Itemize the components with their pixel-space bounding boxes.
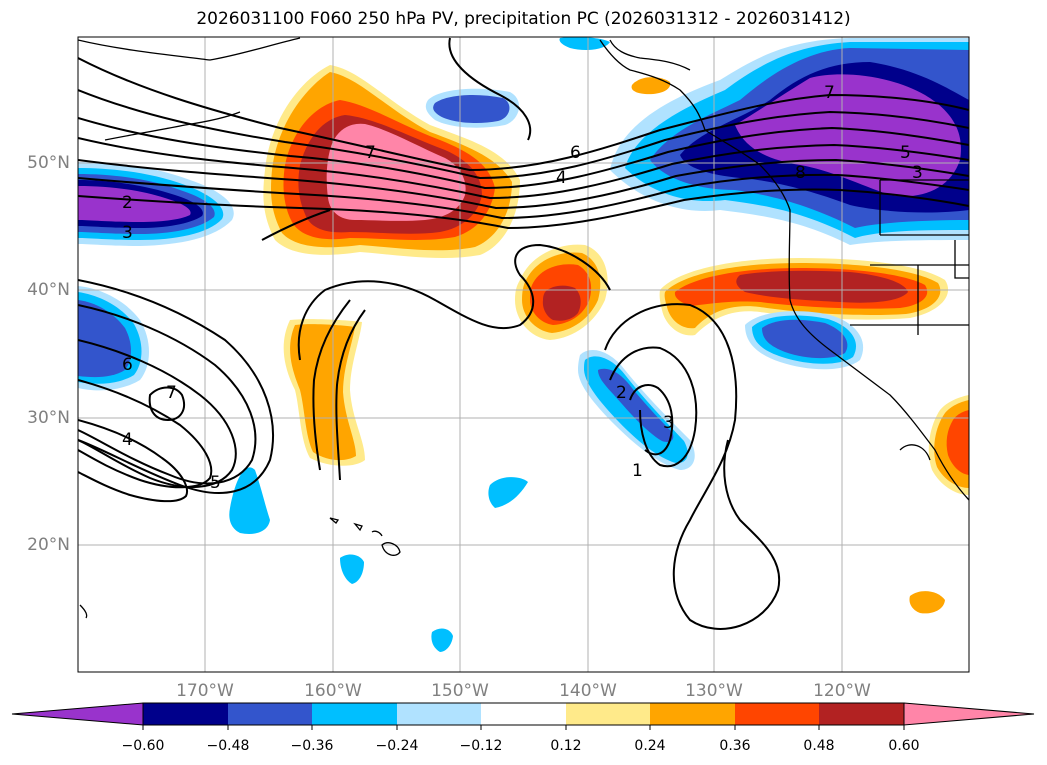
- colorbar-segment: [312, 703, 397, 725]
- colorbar-segment: [143, 703, 228, 725]
- colorbar-segment: [228, 703, 312, 725]
- precip-anomaly-negative-small-25n-146w: [488, 477, 528, 508]
- contour-label: 6: [570, 143, 581, 163]
- lon-label-160w: 160°W: [304, 681, 362, 701]
- colorbar-segment: [650, 703, 735, 725]
- map-gridlines: [78, 37, 969, 672]
- contour-label: 3: [912, 163, 923, 183]
- precip-anomaly-negative-30n-135w: [578, 350, 695, 470]
- contour-label: 1: [632, 461, 643, 481]
- colorbar-extend-max: [903, 702, 1035, 726]
- precip-anomaly-positive-central-pacific: [283, 319, 365, 466]
- colorbar-segment: [735, 703, 819, 725]
- coastlines: [78, 37, 969, 619]
- colorbar-segment: [397, 703, 481, 725]
- precip-anomaly-negative-west-35n: [78, 286, 149, 391]
- contour-label: 7: [166, 383, 177, 403]
- colorbar-segment: [481, 703, 566, 725]
- lon-label-130w: 130°W: [685, 681, 743, 701]
- colorbar-tick-label: −0.60: [121, 738, 165, 754]
- lon-label-140w: 140°W: [559, 681, 617, 701]
- precip-anomaly-negative-small-22n-165w: [229, 467, 270, 534]
- colorbar-segment: [566, 703, 650, 725]
- precip-anomaly-positive-mexico: [928, 395, 969, 495]
- contour-label: 7: [365, 143, 376, 163]
- colorbar-tick-label: 0.24: [634, 738, 666, 754]
- lat-label-30n: 30°N: [27, 408, 70, 428]
- lon-label-120w: 120°W: [813, 681, 871, 701]
- map-plot-area: 7 6 4 2 3 6 7 4 5 2 3 1 7 5 3 8: [78, 37, 969, 672]
- contour-label: 3: [122, 223, 133, 243]
- colorbar-tick-label: 0.60: [888, 738, 920, 754]
- contour-label: 7: [824, 83, 835, 103]
- precip-anomaly-negative-top-edge: [559, 37, 610, 50]
- colorbar-segment: [819, 703, 904, 725]
- lat-label-20n: 20°N: [27, 535, 70, 555]
- colorbar-tick-label: −0.36: [290, 738, 334, 754]
- precip-anomaly-positive-band-40n: [659, 258, 949, 336]
- colorbar-tick-label: 0.48: [803, 738, 835, 754]
- precip-anomaly-negative-small-north: [425, 88, 520, 128]
- lat-label-50n: 50°N: [27, 153, 70, 173]
- colorbar-tick-label: −0.48: [206, 738, 250, 754]
- colorbar-tick-label: −0.24: [375, 738, 419, 754]
- colorbar-tick-label: −0.12: [459, 738, 503, 754]
- contour-label: 5: [900, 143, 911, 163]
- contour-label: 2: [616, 383, 627, 403]
- lat-label-40n: 40°N: [27, 280, 70, 300]
- contour-labels: 7 6 4 2 3 6 7 4 5 2 3 1 7 5 3 8: [122, 83, 923, 493]
- precip-anomaly-positive-small-south: [909, 591, 945, 614]
- colorbar: [11, 702, 1035, 730]
- colorbar-extend-min: [11, 702, 144, 726]
- contour-label: 3: [663, 413, 674, 433]
- lon-label-150w: 150°W: [431, 681, 489, 701]
- precip-anomaly-negative-small-15n: [431, 628, 453, 652]
- contour-label: 2: [122, 193, 133, 213]
- colorbar-tick-label: 0.36: [719, 738, 751, 754]
- contour-label: 4: [556, 168, 567, 188]
- contour-label: 8: [795, 163, 806, 183]
- contour-label: 5: [210, 473, 221, 493]
- map-title: 2026031100 F060 250 hPa PV, precipitatio…: [196, 9, 851, 29]
- precip-anomaly-negative-small-hawaii: [340, 554, 364, 584]
- precip-anomaly-negative-california-coast: [745, 311, 864, 370]
- precip-anomaly-small-alaska: [631, 77, 671, 95]
- lon-label-170w: 170°W: [176, 681, 234, 701]
- hawaiian-islands: [329, 517, 401, 556]
- pv-contours: [78, 37, 969, 630]
- colorbar-tick-label: 0.12: [550, 738, 582, 754]
- contour-label: 4: [122, 430, 133, 450]
- precip-anomaly-positive-140w-38n: [515, 244, 608, 340]
- map-frame: [77, 36, 970, 673]
- contour-label: 6: [122, 355, 133, 375]
